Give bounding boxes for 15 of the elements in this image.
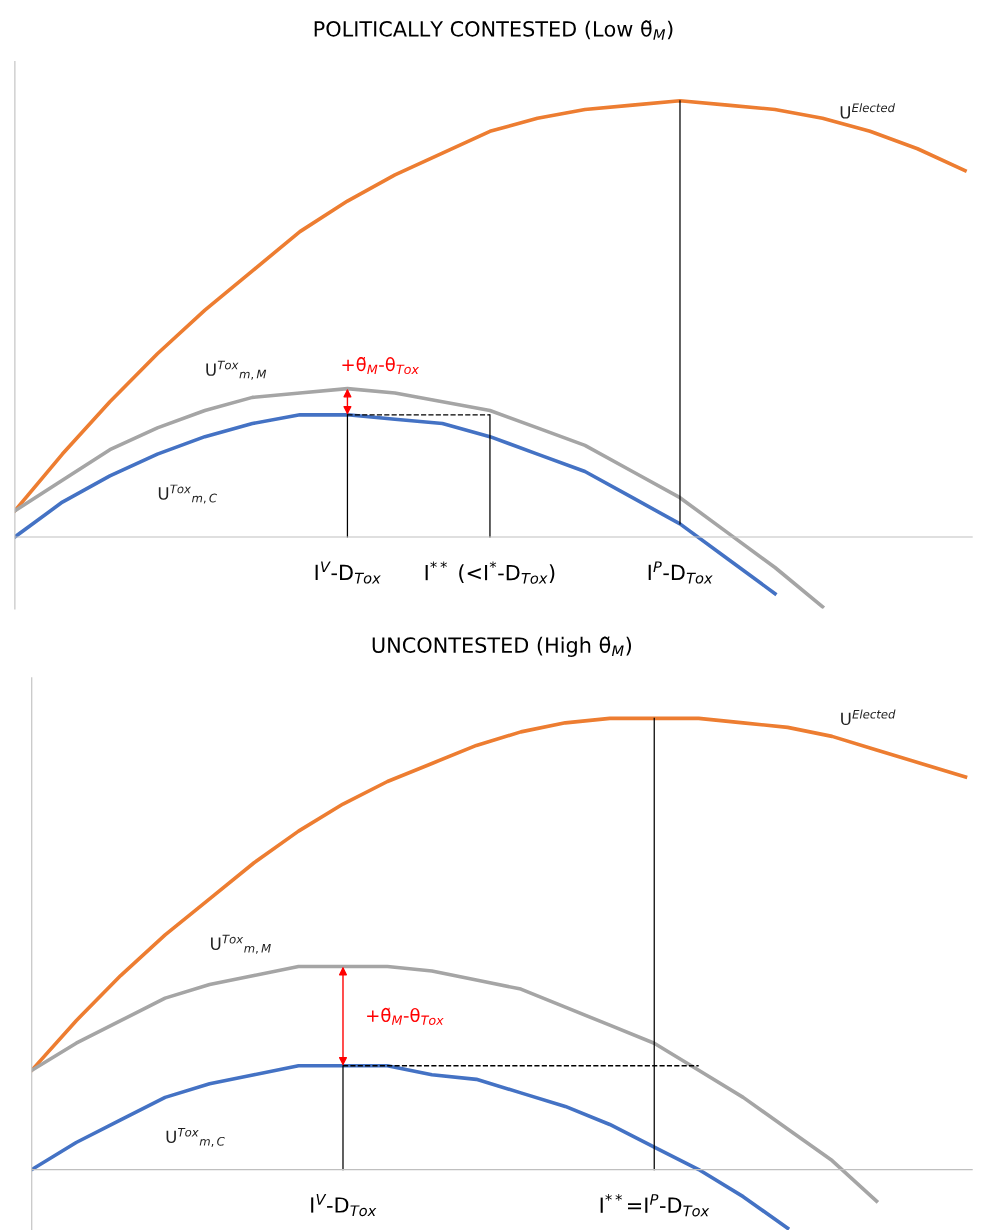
series-label: U$^{Tox}$$_{m,C}$ xyxy=(166,1127,225,1147)
series-label: U$^{Tox}$$_{m,M}$ xyxy=(206,360,267,380)
chart-title: UNCONTESTED (High θ̃$_{M}$) xyxy=(372,636,632,657)
series-label: U$^{Elected}$ xyxy=(840,103,896,119)
x-tick-label: I$^{**}$ (<I$^{*}$-D$_{Tox}$) xyxy=(425,561,555,584)
x-tick-label: I$^{V}$-D$_{Tox}$ xyxy=(311,1194,377,1217)
series-label: U$^{Tox}$$_{m,C}$ xyxy=(158,484,217,504)
series-label: U$^{Tox}$$_{m,M}$ xyxy=(211,934,271,954)
annotation: +θ̃$_{M}$-θ$_{Tox}$ xyxy=(342,356,420,375)
x-tick-label: I$^{P}$-D$_{Tox}$ xyxy=(648,561,713,584)
x-tick-label: I$^{**}$=I$^{P}$-D$_{Tox}$ xyxy=(600,1194,710,1217)
series-label: U$^{Elected}$ xyxy=(841,709,896,726)
annotation: +θ̃$_{M}$-θ$_{Tox}$ xyxy=(367,1007,444,1025)
x-tick-label: I$^{V}$-D$_{Tox}$ xyxy=(315,561,381,584)
chart-title: POLITICALLY CONTESTED (Low θ̃$_{M}$) xyxy=(314,20,673,40)
